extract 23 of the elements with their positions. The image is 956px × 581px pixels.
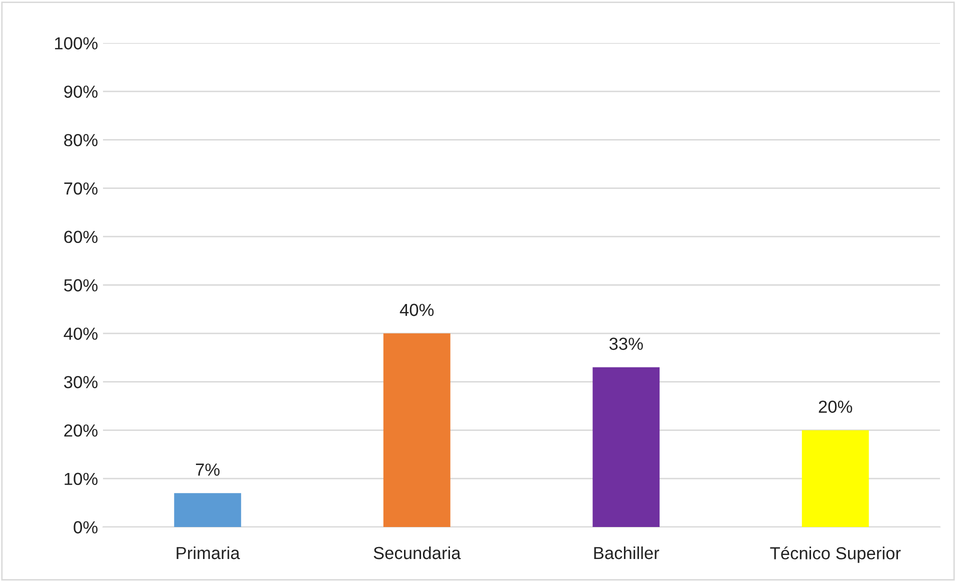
data-label: 20% <box>818 400 852 413</box>
bar <box>174 493 242 527</box>
data-label: 33% <box>609 338 643 350</box>
data-label: 40% <box>400 304 434 316</box>
y-tick-label: 80% <box>64 134 98 146</box>
y-tick-label: 40% <box>64 328 98 340</box>
bar <box>592 367 660 527</box>
y-tick-label: 20% <box>64 424 98 437</box>
x-tick-label: Bachiller <box>594 546 660 560</box>
data-label: 7% <box>196 464 220 476</box>
x-tick-label: Primaria <box>176 546 240 560</box>
y-tick-label: 90% <box>64 86 98 98</box>
y-tick-label: 60% <box>64 230 98 244</box>
y-tick-label: 100% <box>55 37 98 50</box>
y-tick-label: 0% <box>74 521 98 534</box>
x-tick-label: Secundaria <box>374 546 461 560</box>
bar <box>383 333 450 527</box>
y-tick-label: 10% <box>64 472 98 486</box>
y-tick-label: 30% <box>64 376 98 388</box>
bar <box>802 430 869 527</box>
y-tick-label: 70% <box>64 182 98 195</box>
y-tick-label: 50% <box>64 279 98 292</box>
x-tick-label: Técnico Superior <box>770 546 901 563</box>
